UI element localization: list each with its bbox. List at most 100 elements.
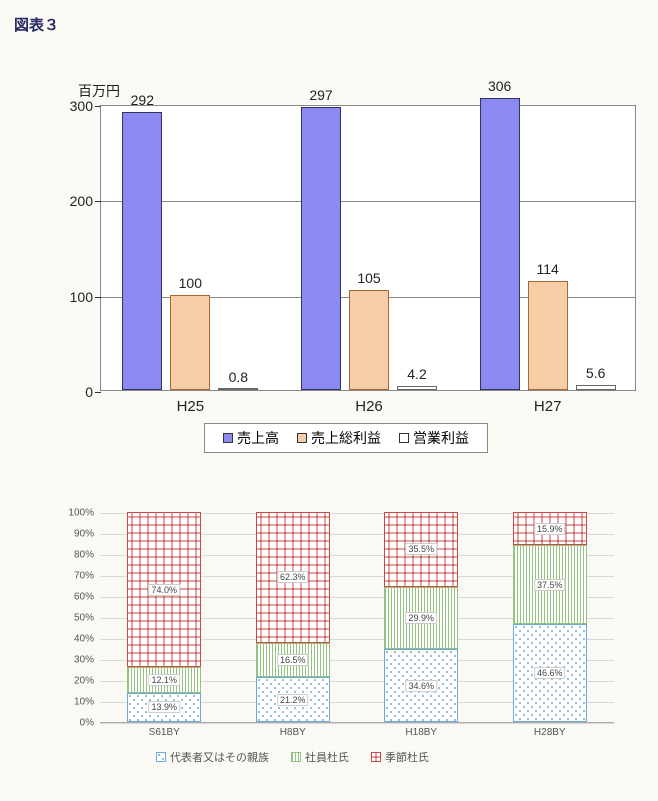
chart1-datalabel: 100 bbox=[179, 275, 202, 291]
chart2-xlabel: H18BY bbox=[405, 727, 437, 738]
chart2-legend-item: 季節杜氏 bbox=[371, 749, 429, 765]
chart1-bar bbox=[218, 388, 258, 390]
legend-swatch bbox=[291, 752, 301, 762]
chart2-ylabel: 30% bbox=[60, 655, 94, 666]
chart1-datalabel: 0.8 bbox=[229, 369, 248, 385]
chart2-seglabel: 62.3% bbox=[277, 571, 309, 583]
chart1-tick bbox=[95, 392, 101, 393]
chart2-seglabel: 29.9% bbox=[405, 612, 437, 624]
chart2-seglabel: 46.6% bbox=[534, 667, 566, 679]
chart1-bar bbox=[480, 98, 520, 390]
chart1-ylabel: 300 bbox=[53, 98, 93, 114]
chart2-bar: 21.2% 16.5% 62.3% bbox=[256, 512, 330, 722]
chart1-ylabel: 200 bbox=[53, 193, 93, 209]
chart2-plot: 0%10%20%30%40%50%60%70%80%90%100%13.9%12… bbox=[100, 513, 614, 723]
chart1-legend-item: 営業利益 bbox=[399, 428, 469, 448]
chart2-xlabel: H8BY bbox=[280, 727, 306, 738]
chart1-bar bbox=[170, 295, 210, 390]
chart2-segment: 37.5% bbox=[513, 545, 587, 624]
chart1-legend-item: 売上総利益 bbox=[297, 428, 381, 448]
chart1-ylabel: 100 bbox=[53, 289, 93, 305]
chart2: 0%10%20%30%40%50%60%70%80%90%100%13.9%12… bbox=[66, 513, 626, 765]
legend-swatch bbox=[399, 433, 409, 443]
chart1-tick bbox=[95, 297, 101, 298]
chart2-seglabel: 15.9% bbox=[534, 523, 566, 535]
chart2-gridline bbox=[100, 723, 614, 724]
chart1-datalabel: 297 bbox=[309, 87, 332, 103]
chart2-ylabel: 100% bbox=[60, 508, 94, 519]
chart1-bar bbox=[122, 112, 162, 390]
chart2-xlabel: S61BY bbox=[149, 727, 180, 738]
legend-label: 社員杜氏 bbox=[305, 749, 349, 765]
chart1-datalabel: 5.6 bbox=[586, 365, 605, 381]
chart2-segment: 62.3% bbox=[256, 512, 330, 643]
chart2-seglabel: 74.0% bbox=[148, 584, 180, 596]
chart2-ylabel: 80% bbox=[60, 550, 94, 561]
chart2-seglabel: 21.2% bbox=[277, 694, 309, 706]
chart2-legend: 代表者又はその親族 社員杜氏 季節杜氏 bbox=[156, 749, 626, 765]
chart2-segment: 15.9% bbox=[513, 512, 587, 545]
chart2-seglabel: 37.5% bbox=[534, 579, 566, 591]
chart2-segment: 35.5% bbox=[384, 512, 458, 587]
chart2-seglabel: 13.9% bbox=[148, 701, 180, 713]
chart2-xlabel: H28BY bbox=[534, 727, 566, 738]
chart2-segment: 34.6% bbox=[384, 649, 458, 722]
chart1-gridline bbox=[101, 201, 635, 202]
legend-label: 売上総利益 bbox=[311, 428, 381, 448]
chart1-bar bbox=[576, 385, 616, 390]
chart1-bar bbox=[301, 107, 341, 390]
legend-swatch bbox=[297, 433, 307, 443]
chart2-ylabel: 60% bbox=[60, 592, 94, 603]
chart1-datalabel: 114 bbox=[536, 261, 558, 277]
chart2-segment: 74.0% bbox=[127, 512, 201, 667]
chart2-bar: 46.6% 37.5% 15.9% bbox=[513, 512, 587, 722]
chart1-xlabel: H25 bbox=[177, 398, 205, 415]
chart2-seglabel: 12.1% bbox=[148, 674, 180, 686]
chart1-legend-item: 売上高 bbox=[223, 428, 279, 448]
chart1-plot: 01002003002921000.8H252971054.2H26306114… bbox=[100, 105, 636, 391]
chart2-seglabel: 35.5% bbox=[405, 543, 437, 555]
chart1-tick bbox=[95, 201, 101, 202]
chart2-legend-item: 社員杜氏 bbox=[291, 749, 349, 765]
chart2-segment: 46.6% bbox=[513, 624, 587, 722]
chart2-ylabel: 70% bbox=[60, 571, 94, 582]
chart2-ylabel: 0% bbox=[60, 718, 94, 729]
legend-label: 代表者又はその親族 bbox=[170, 749, 269, 765]
chart2-seglabel: 34.6% bbox=[405, 680, 437, 692]
chart2-ylabel: 20% bbox=[60, 676, 94, 687]
chart1-ylabel: 0 bbox=[53, 384, 93, 400]
chart2-segment: 21.2% bbox=[256, 677, 330, 722]
legend-swatch bbox=[156, 752, 166, 762]
chart2-segment: 12.1% bbox=[127, 667, 201, 692]
chart2-ylabel: 50% bbox=[60, 613, 94, 624]
legend-swatch bbox=[223, 433, 233, 443]
chart1-legend: 売上高 売上総利益 営業利益 bbox=[204, 423, 488, 453]
chart2-seglabel: 16.5% bbox=[277, 654, 309, 666]
legend-label: 売上高 bbox=[237, 428, 279, 448]
chart1-datalabel: 306 bbox=[488, 78, 511, 94]
figure-title: 図表３ bbox=[14, 14, 648, 35]
chart2-bar: 13.9% 12.1% 74.0% bbox=[127, 512, 201, 722]
chart1: 百万円 0 100 200 300 292 100 0.8 H25 297 105 4.2 H26 30… bbox=[56, 81, 636, 453]
chart2-segment: 29.9% bbox=[384, 587, 458, 650]
chart1-tick bbox=[95, 106, 101, 107]
chart1-datalabel: 105 bbox=[357, 270, 380, 286]
chart2-bar: 34.6% 29.9% 35.5% bbox=[384, 512, 458, 722]
chart1-bar bbox=[528, 281, 568, 390]
chart2-legend-item: 代表者又はその親族 bbox=[156, 749, 269, 765]
chart1-bar bbox=[349, 290, 389, 390]
chart2-segment: 13.9% bbox=[127, 693, 201, 722]
legend-label: 季節杜氏 bbox=[385, 749, 429, 765]
chart1-xlabel: H27 bbox=[534, 398, 562, 415]
chart2-ylabel: 90% bbox=[60, 529, 94, 540]
chart1-yunit: 百万円 bbox=[78, 81, 636, 101]
legend-swatch bbox=[371, 752, 381, 762]
legend-label: 営業利益 bbox=[413, 428, 469, 448]
chart1-bar bbox=[397, 386, 437, 390]
chart1-datalabel: 292 bbox=[131, 92, 154, 108]
chart2-ylabel: 40% bbox=[60, 634, 94, 645]
chart1-xlabel: H26 bbox=[355, 398, 383, 415]
chart2-ylabel: 10% bbox=[60, 697, 94, 708]
chart2-segment: 16.5% bbox=[256, 643, 330, 678]
chart1-datalabel: 4.2 bbox=[407, 366, 426, 382]
